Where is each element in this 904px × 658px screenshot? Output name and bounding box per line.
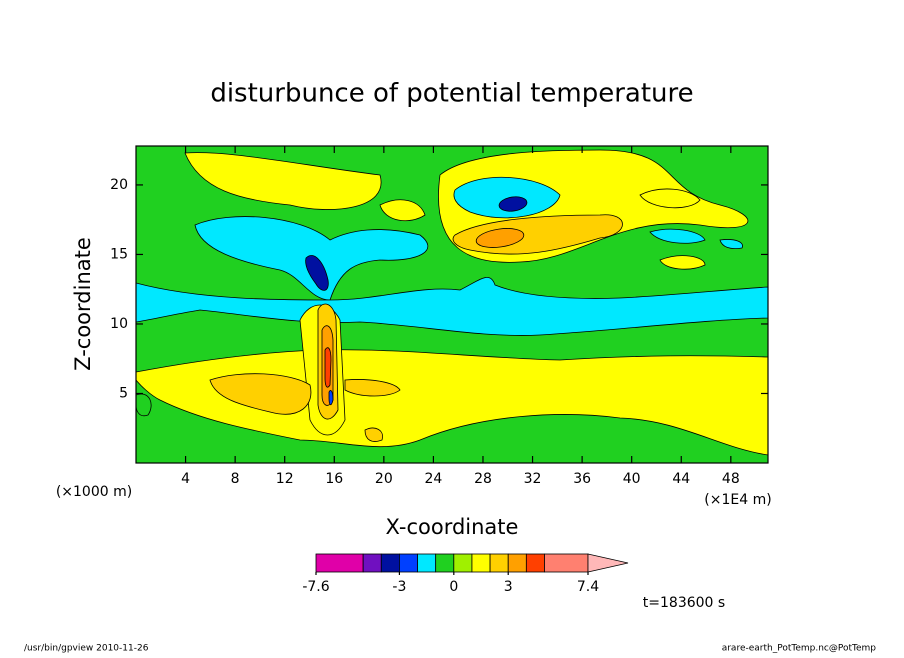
x-tick-label: 44 bbox=[672, 471, 690, 487]
contour-field bbox=[136, 146, 768, 463]
colorbar-segment bbox=[453, 553, 473, 573]
contour-region bbox=[324, 347, 332, 388]
chart-title: disturbunce of potential temperature bbox=[210, 79, 693, 109]
colorbar-segment bbox=[544, 553, 589, 573]
colorbar-segment bbox=[399, 553, 418, 573]
contour-region bbox=[136, 393, 152, 417]
x-unit-note: (×1E4 m) bbox=[704, 492, 771, 508]
colorbar-segment bbox=[489, 553, 509, 573]
contour-region bbox=[379, 199, 426, 222]
colorbar-tick-label: 3 bbox=[504, 579, 513, 595]
contour-region bbox=[659, 255, 706, 270]
footer-left: /usr/bin/gpview 2010-11-26 bbox=[24, 644, 149, 654]
y-tick-label: 10 bbox=[110, 316, 128, 332]
x-tick-label: 24 bbox=[424, 471, 442, 487]
colorbar-arrow bbox=[587, 553, 629, 573]
contour-region bbox=[184, 152, 382, 210]
contour-region bbox=[649, 228, 706, 244]
colorbar-segment bbox=[362, 553, 382, 573]
plot-frame bbox=[135, 145, 769, 464]
y-unit-note: (×1000 m) bbox=[56, 484, 132, 500]
contour-region bbox=[453, 176, 561, 219]
colorbar-segment bbox=[315, 553, 364, 573]
x-tick-label: 40 bbox=[623, 471, 641, 487]
x-tick-label: 28 bbox=[474, 471, 492, 487]
y-tick-label: 20 bbox=[110, 177, 128, 193]
colorbar-tick-label: -7.6 bbox=[302, 579, 329, 595]
y-tick-label: 5 bbox=[119, 385, 128, 401]
y-tick-label: 15 bbox=[110, 246, 128, 262]
colorbar-segment bbox=[471, 553, 491, 573]
x-tick-label: 36 bbox=[573, 471, 591, 487]
colorbar-segment bbox=[507, 553, 527, 573]
x-tick-label: 32 bbox=[524, 471, 542, 487]
colorbar-tick-label: -3 bbox=[392, 579, 406, 595]
x-tick-label: 8 bbox=[231, 471, 240, 487]
x-tick-label: 16 bbox=[325, 471, 343, 487]
colorbar-segment bbox=[380, 553, 400, 573]
contour-region bbox=[136, 349, 768, 456]
x-tick-label: 4 bbox=[181, 471, 190, 487]
colorbar-segment bbox=[417, 553, 437, 573]
x-tick-label: 20 bbox=[375, 471, 393, 487]
colorbar-tick-label: 0 bbox=[449, 579, 458, 595]
colorbar: -7.6 -3 0 3 7.4 bbox=[302, 553, 629, 595]
contour-region bbox=[344, 379, 401, 397]
colorbar-segment bbox=[525, 553, 545, 573]
contour-region bbox=[639, 188, 701, 209]
contour-region bbox=[475, 228, 525, 248]
x-tick-label: 48 bbox=[722, 471, 740, 487]
footer-right: arare-earth_PotTemp.nc@PotTemp bbox=[722, 644, 877, 654]
colorbar-tick-label: 7.4 bbox=[577, 579, 599, 595]
x-tick-label: 12 bbox=[276, 471, 294, 487]
contour-region bbox=[498, 196, 528, 212]
colorbar-segment bbox=[435, 553, 455, 573]
contour-region bbox=[305, 255, 329, 291]
contour-region bbox=[719, 239, 743, 249]
contour-region bbox=[328, 390, 334, 406]
x-axis-label: X-coordinate bbox=[386, 515, 519, 539]
contour-region bbox=[364, 427, 383, 442]
y-axis-label: Z-coordinate bbox=[71, 237, 95, 371]
contour-region bbox=[209, 373, 312, 415]
time-label: t=183600 s bbox=[643, 595, 725, 611]
